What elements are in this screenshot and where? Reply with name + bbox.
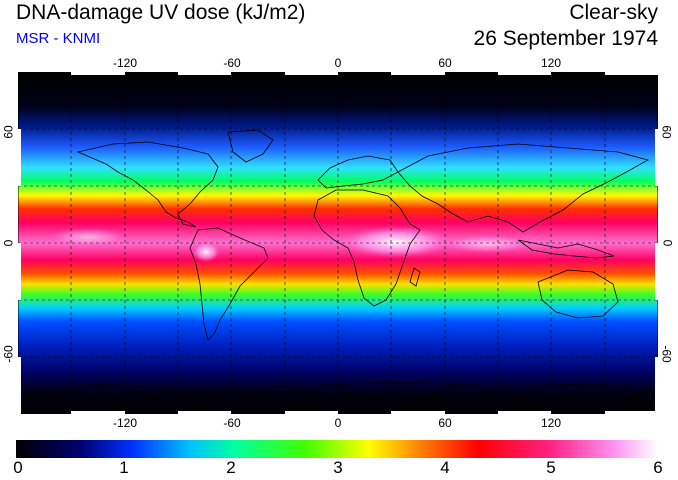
lon-tick-bottom: 120: [540, 416, 562, 430]
map-frame: [18, 72, 658, 414]
coastline-australia: [537, 269, 619, 319]
colorbar-label: 5: [546, 458, 556, 477]
uv-hotspot-south-america: [192, 242, 220, 262]
colorbar-label: 1: [119, 458, 129, 477]
lon-tick-top: 0: [334, 56, 342, 70]
coastline-asia: [397, 143, 650, 233]
coastline-greenland: [227, 129, 274, 163]
lon-tick-top: 60: [438, 56, 452, 70]
graticule: [18, 72, 658, 414]
colorbar-label: 3: [333, 458, 343, 477]
lat-tick-left: 0: [1, 239, 16, 247]
lon-tick-bottom: -60: [223, 416, 241, 430]
coastline-africa: [313, 189, 421, 307]
map-subtitle: MSR - KNMI: [16, 30, 101, 47]
colorbar-label: 0: [13, 458, 23, 477]
coastline-madagascar: [409, 267, 421, 287]
uv-dose-map: [18, 72, 658, 414]
lat-tick-left: -60: [1, 345, 16, 363]
lon-tick-top: 120: [540, 56, 562, 70]
lon-tick-top: -120: [112, 56, 138, 70]
colorbar-gradient: [16, 440, 658, 458]
colorbar-label: 6: [653, 458, 663, 477]
coastline-north-america: [76, 141, 219, 228]
sky-condition: Clear-sky: [569, 1, 658, 24]
lon-tick-top: -60: [223, 56, 241, 70]
coastline-south-america: [189, 227, 269, 341]
uv-hotspot-africa: [341, 226, 451, 258]
lat-tick-left: 60: [1, 125, 16, 139]
coastline-antarctica: [18, 381, 658, 393]
lon-tick-bottom: -120: [112, 416, 138, 430]
map-date: 26 September 1974: [473, 27, 658, 50]
lat-tick-right: 0: [660, 239, 675, 247]
lat-tick-right: -60: [659, 345, 674, 363]
lon-tick-bottom: 0: [334, 416, 342, 430]
map-title: DNA-damage UV dose (kJ/m2): [16, 1, 306, 24]
lat-tick-right: 60: [659, 125, 674, 139]
uv-hotspot-pacific: [48, 228, 128, 246]
colorbar: [16, 440, 658, 458]
lon-tick-bottom: 60: [438, 416, 452, 430]
coastline-indonesia: [517, 239, 615, 259]
colorbar-label: 2: [226, 458, 236, 477]
coastlines: [18, 129, 658, 393]
colorbar-label: 4: [440, 458, 450, 477]
uv-hotspot-indian-ocean: [443, 235, 533, 253]
